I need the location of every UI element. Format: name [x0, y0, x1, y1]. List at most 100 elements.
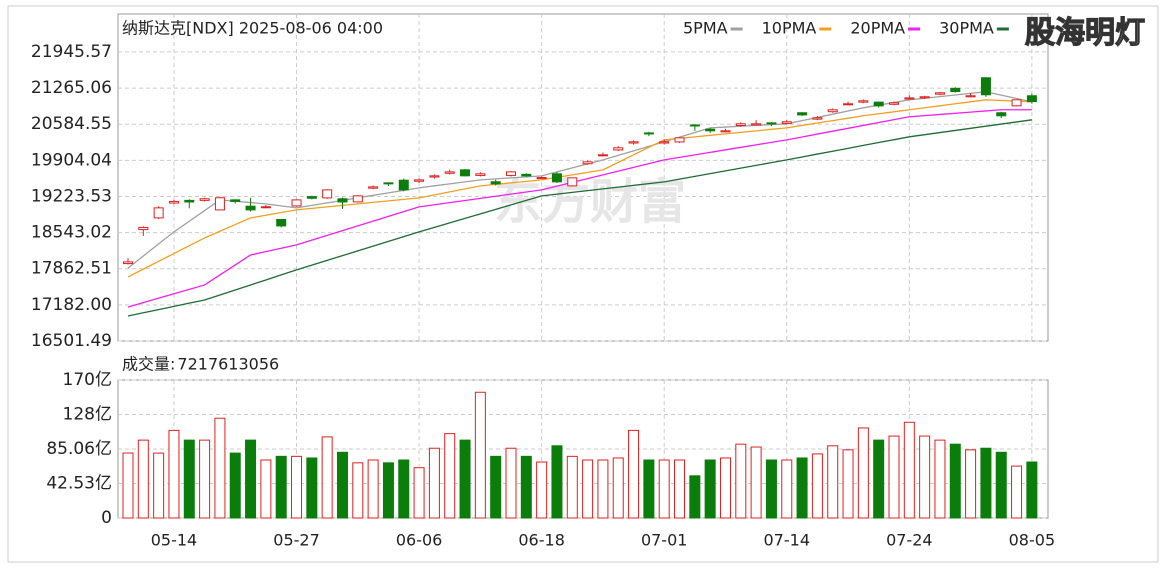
volume-bar	[153, 452, 165, 519]
volume-bar	[689, 475, 701, 519]
candle-body	[689, 124, 700, 127]
volume-bar	[275, 455, 287, 519]
candle-body	[398, 179, 409, 191]
ma-line	[127, 109, 1032, 308]
candle-body	[306, 196, 317, 199]
volume-bar	[658, 459, 670, 519]
volume-bar	[321, 436, 333, 519]
volume-bar	[919, 435, 931, 519]
volume-latest: 7217613056	[177, 355, 279, 374]
volume-bar	[214, 417, 226, 519]
volume-bar	[367, 459, 379, 519]
legend-label: 5PMA	[683, 19, 728, 38]
frame	[7, 5, 1159, 563]
volume-bar	[735, 443, 747, 519]
candle-body	[766, 122, 777, 125]
volume-bar	[765, 459, 777, 519]
volume-bar	[490, 455, 502, 519]
volume-bar	[1011, 465, 1023, 519]
candle-body	[230, 199, 241, 202]
candle-body	[965, 95, 976, 98]
candle-body	[414, 179, 425, 182]
y-tick-label: 170亿	[63, 370, 112, 390]
candle-body	[383, 182, 394, 185]
y-tick-label: 18543.02	[31, 223, 112, 243]
volume-bar	[137, 439, 149, 519]
y-tick-label: 21265.06	[31, 78, 112, 98]
candle-body	[460, 169, 471, 177]
candle-body	[812, 117, 823, 120]
candle-body	[567, 177, 578, 187]
candle-body	[1026, 95, 1037, 103]
candle-body	[904, 97, 915, 100]
volume-label: 成交量:	[122, 355, 175, 374]
volume-bar	[643, 459, 655, 519]
volume-bar	[398, 459, 410, 519]
volume-bar	[827, 445, 839, 519]
candle-body	[291, 199, 302, 207]
volume-bar	[934, 439, 946, 519]
volume-bar	[306, 457, 318, 519]
candle-body	[337, 198, 348, 203]
candle-body	[919, 96, 930, 99]
volume-bar	[842, 449, 854, 519]
candle-body	[260, 206, 271, 209]
candle-body	[873, 101, 884, 107]
candle-body	[168, 200, 179, 204]
candle-body	[659, 141, 670, 144]
volume-bar	[719, 457, 731, 519]
legend-label: 30PMA	[939, 19, 994, 38]
candle-body	[184, 199, 195, 203]
x-tick-label: 08-05	[1009, 531, 1056, 550]
candle-body	[643, 132, 654, 135]
volume-bar	[428, 447, 440, 519]
candle-body	[153, 207, 164, 219]
volume-bar	[704, 459, 716, 519]
candle-body	[199, 198, 210, 201]
candle-body	[506, 171, 516, 176]
y-tick-label: 19904.04	[31, 150, 112, 170]
candle-body	[889, 102, 899, 105]
volume-bar	[551, 445, 563, 519]
x-tick-label: 05-14	[151, 531, 198, 550]
candle-body	[613, 147, 624, 151]
y-tick-label: 16501.49	[31, 331, 112, 351]
candle-body	[597, 154, 608, 157]
candle-body	[628, 141, 639, 144]
candle-body	[444, 171, 455, 174]
x-tick-label: 07-01	[641, 531, 688, 550]
volume-bar	[291, 455, 303, 519]
volume-bar	[781, 459, 793, 519]
y-tick-label: 128亿	[63, 405, 112, 425]
candle-body	[996, 112, 1007, 117]
volume-bar	[474, 391, 486, 519]
volume-bar	[459, 439, 471, 519]
volume-bar	[888, 435, 900, 519]
candle-body	[322, 189, 333, 199]
candle-body	[429, 175, 440, 178]
x-tick-label: 06-18	[518, 531, 565, 550]
candle-body	[245, 205, 256, 211]
x-tick-label: 05-27	[273, 531, 320, 550]
legend-label: 20PMA	[850, 19, 905, 38]
volume-bar	[857, 427, 869, 519]
y-tick-label: 17862.51	[31, 259, 112, 279]
candle-body	[214, 197, 225, 211]
volume-bar	[582, 459, 594, 519]
x-tick-label: 06-06	[396, 531, 443, 550]
y-tick-label: 42.53亿	[46, 474, 112, 494]
y-tick-label: 17182.00	[31, 295, 112, 315]
volume-bar	[444, 433, 456, 519]
candle-body	[797, 112, 808, 116]
volume-bar	[965, 449, 977, 519]
candle-body	[582, 161, 593, 165]
candle-body	[720, 130, 731, 133]
candle-body	[536, 177, 547, 180]
candle-body	[551, 173, 562, 183]
volume-bar	[873, 439, 885, 519]
volume-bar	[229, 452, 241, 519]
candle-body	[827, 109, 838, 113]
volume-bar	[520, 455, 532, 519]
ma-line	[127, 119, 1032, 317]
